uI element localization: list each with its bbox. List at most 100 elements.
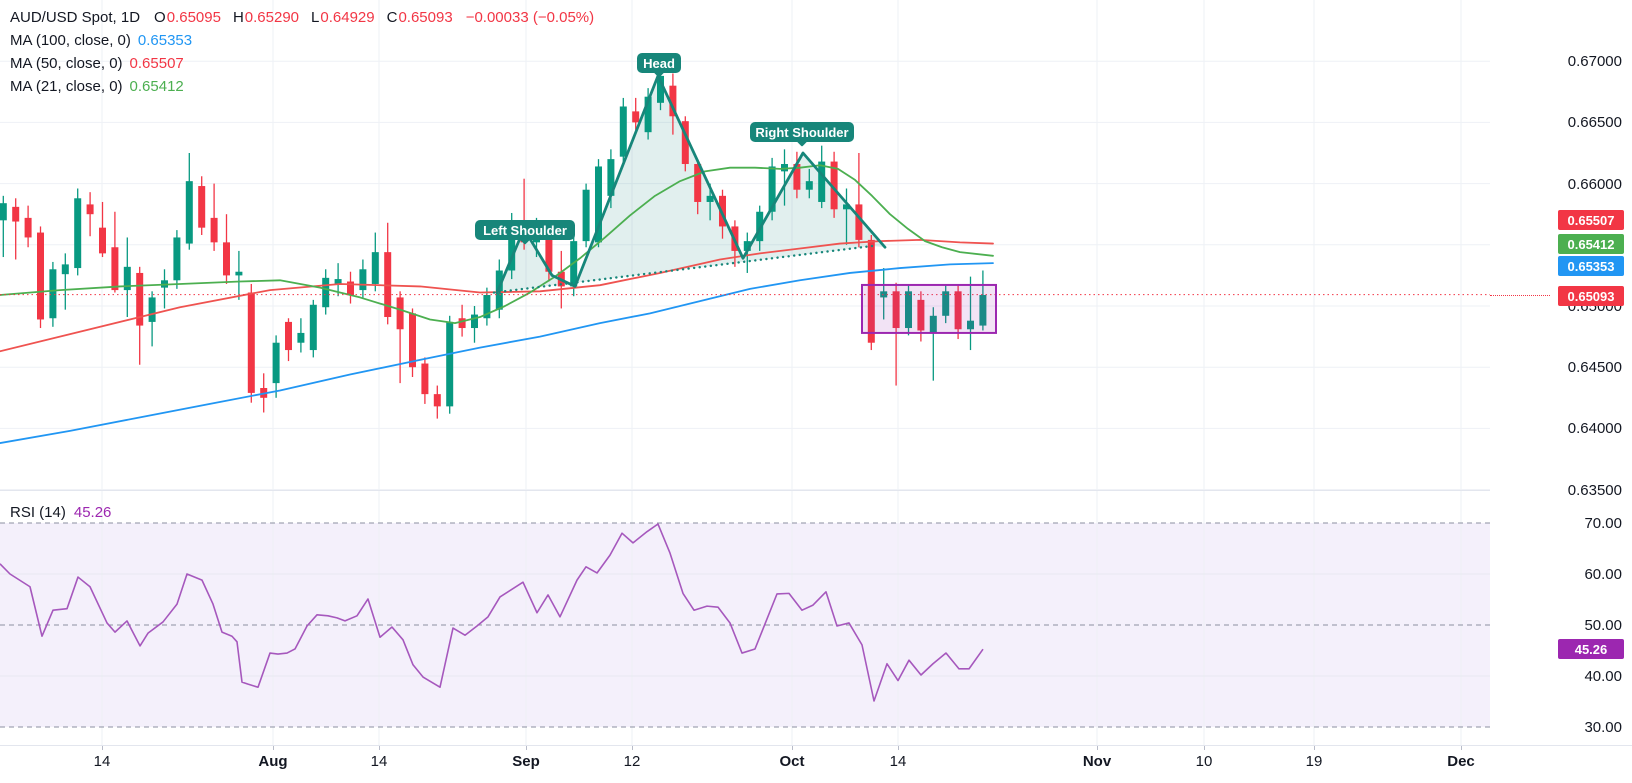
candle[interactable] [99,201,106,258]
rsi-line[interactable] [0,523,984,702]
symbol-legend: AUD/USD Spot, 1D O0.65095 H0.65290 L0.64929… [10,6,594,98]
candle[interactable] [359,259,367,299]
candle[interactable] [830,151,838,218]
pane-divider[interactable] [0,490,1632,491]
candle[interactable] [74,188,82,276]
candle[interactable] [446,315,454,414]
candle[interactable] [111,211,119,293]
candle[interactable] [805,168,813,199]
last-price-badge: 0.65093 [1558,286,1624,306]
candle[interactable] [185,153,193,250]
candle[interactable] [929,307,937,381]
pattern-label-head[interactable]: Head [637,53,681,73]
candle[interactable] [669,73,677,135]
candle[interactable] [421,357,429,404]
pattern-label-right-shoulder[interactable]: Right Shoulder [750,122,854,142]
candle[interactable] [123,237,131,318]
candle[interactable] [657,70,664,111]
candle[interactable] [61,253,69,310]
ma50-label[interactable]: MA (50, close, 0) [10,55,123,72]
candle[interactable] [855,153,863,248]
price-axis[interactable]: 0.670000.665000.660000.655000.650000.645… [1490,0,1632,745]
candle[interactable] [619,97,627,166]
candle-body [818,161,826,202]
candle[interactable] [867,235,875,351]
candle-body [37,232,44,320]
ma100-label[interactable]: MA (100, close, 0) [10,32,131,49]
candle[interactable] [297,318,305,353]
candle[interactable] [433,385,441,419]
candle-body [223,242,230,276]
candle[interactable] [148,291,156,347]
candle[interactable] [86,192,94,237]
candle[interactable] [818,145,826,209]
candle[interactable] [272,335,280,398]
pattern-label-left-shoulder[interactable]: Left Shoulder [475,220,575,240]
candle-body [297,332,305,343]
candle[interactable] [582,183,590,248]
candle[interactable] [384,222,392,325]
candle-body [111,247,119,291]
ma-line-ma50[interactable] [0,239,994,353]
candle[interactable] [694,159,702,215]
time-axis[interactable]: 14 Aug 14 Sep 12 Oct 14 Nov 10 19 Dec [0,745,1632,783]
candle[interactable] [136,266,144,365]
neckline[interactable] [492,244,874,294]
candle[interactable] [681,116,689,172]
candle[interactable] [37,226,44,329]
candle-body [148,297,156,322]
candle[interactable] [967,276,974,351]
ma-line-ma100[interactable] [0,262,994,444]
time-label: Dec [1447,753,1475,770]
candle[interactable] [0,195,7,258]
candle-body [99,227,106,254]
symbol-title[interactable]: AUD/USD Spot, 1D [10,9,141,26]
rsi-pane[interactable] [0,491,1490,745]
candle[interactable] [210,183,218,251]
price-pane[interactable] [0,0,1490,491]
candle[interactable] [371,232,379,292]
candle-body [272,342,280,384]
ma-line-ma21[interactable] [0,164,994,325]
candle[interactable] [979,270,987,331]
candle[interactable] [334,263,342,297]
candle-body [508,222,516,271]
candle[interactable] [24,205,32,248]
candle[interactable] [781,149,788,206]
candle[interactable] [880,268,888,320]
consolidation-range-box[interactable] [861,283,997,334]
rsi-label[interactable]: RSI (14) [10,504,66,521]
time-tick [898,745,899,750]
candle[interactable] [49,261,57,327]
candle[interactable] [12,198,20,260]
candle[interactable] [198,176,206,236]
candle[interactable] [632,97,640,130]
candle[interactable] [309,299,317,358]
candle[interactable] [161,269,168,309]
candle[interactable] [471,306,478,343]
candle[interactable] [409,308,416,377]
ma21-label[interactable]: MA (21, close, 0) [10,78,123,95]
time-label: 12 [623,753,641,770]
candle[interactable] [396,291,404,384]
candle-body [458,318,466,329]
price-tick-label: 0.64000 [1567,420,1622,438]
candle[interactable] [247,283,255,403]
candle[interactable] [954,285,962,340]
candle[interactable] [235,250,243,300]
candle[interactable] [644,88,652,140]
candle[interactable] [347,271,354,304]
ma100-value: 0.65353 [137,32,193,49]
candle[interactable] [905,285,912,336]
candle[interactable] [793,151,801,199]
candle[interactable] [322,269,330,315]
candle[interactable] [595,159,602,248]
candle[interactable] [173,230,181,289]
candle[interactable] [843,188,850,245]
candle[interactable] [483,287,491,326]
candle[interactable] [285,318,292,362]
candle[interactable] [223,214,230,284]
candle[interactable] [892,282,900,386]
candle[interactable] [942,285,950,324]
price-tick-label: 0.63500 [1567,481,1622,499]
